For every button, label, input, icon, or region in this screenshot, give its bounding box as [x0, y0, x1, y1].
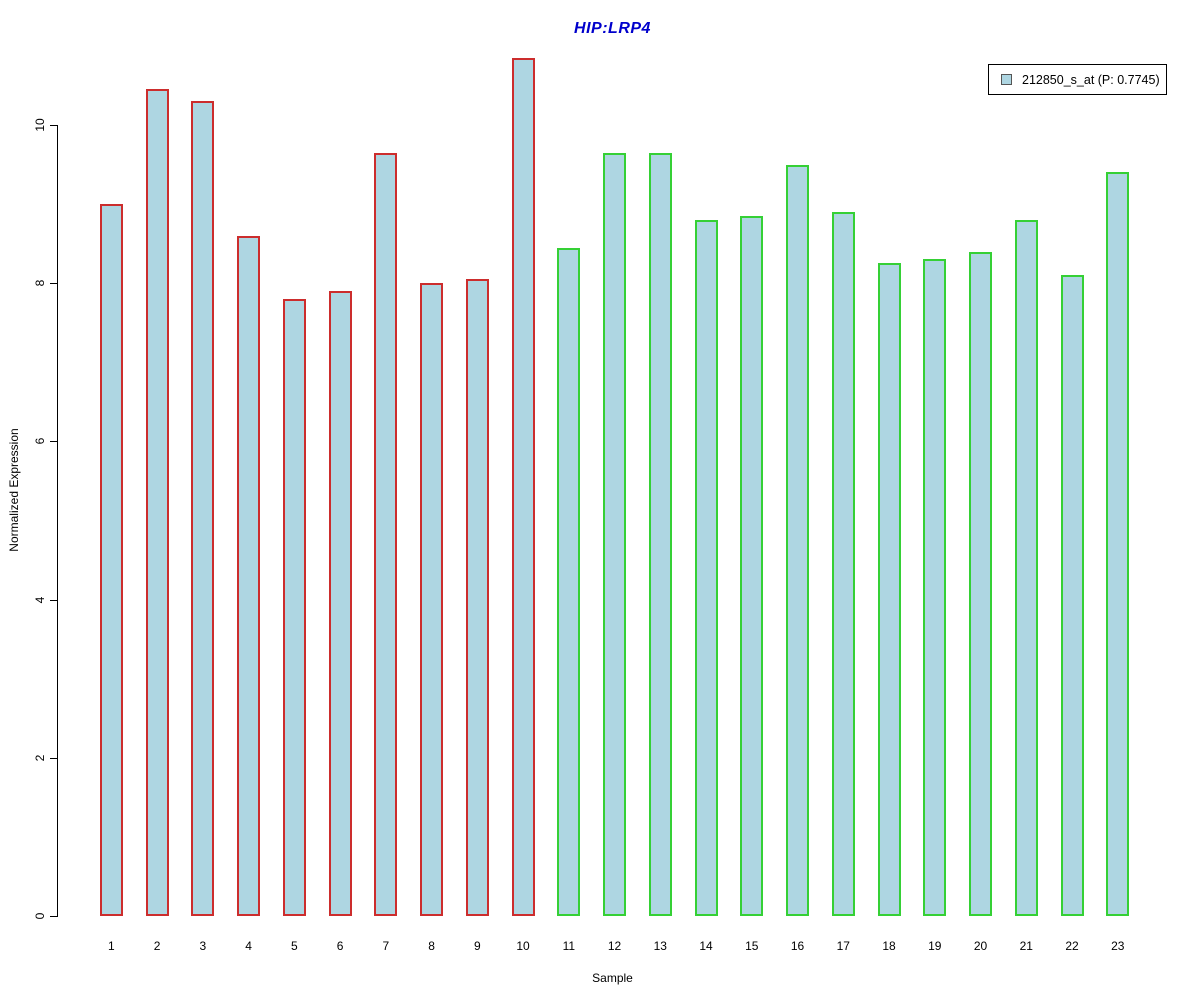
x-tick-label: 10: [516, 939, 530, 953]
x-tick-label: 16: [790, 939, 805, 953]
y-tick-mark: [50, 916, 57, 917]
x-tick-label: 20: [973, 939, 988, 953]
x-axis-title: Sample: [592, 971, 633, 985]
x-tick-label: 6: [336, 939, 344, 953]
bar-sample-21: [1014, 219, 1038, 916]
x-tick-label: 17: [836, 939, 850, 953]
bar-sample-11: [557, 247, 581, 916]
bar-sample-6: [328, 291, 352, 916]
x-tick-label: 13: [653, 939, 667, 953]
bar-sample-4: [237, 235, 261, 916]
bar-sample-22: [1060, 275, 1084, 916]
bar-sample-8: [420, 283, 444, 916]
x-tick-label: 21: [1019, 939, 1033, 953]
y-tick-label: 4: [33, 596, 47, 603]
bar-sample-5: [282, 299, 306, 916]
y-tick-label: 10: [33, 118, 47, 132]
bar-sample-23: [1106, 172, 1130, 916]
bar-sample-19: [923, 259, 947, 916]
y-axis-line: [57, 125, 58, 917]
x-tick-label: 12: [607, 939, 622, 953]
x-tick-label: 7: [382, 939, 390, 953]
x-tick-label: 3: [199, 939, 207, 953]
bar-sample-18: [877, 263, 901, 916]
y-axis-title: Normalized Expression: [7, 428, 21, 552]
bar-sample-15: [740, 215, 764, 916]
bar-sample-9: [465, 279, 489, 916]
y-tick-mark: [50, 757, 57, 759]
x-tick-label: 22: [1065, 939, 1079, 953]
y-tick-label: 8: [33, 279, 47, 287]
x-tick-label: 8: [428, 939, 435, 953]
y-tick-label: 2: [33, 754, 47, 762]
bar-sample-14: [694, 219, 718, 916]
legend-swatch-icon: [1001, 74, 1012, 85]
x-tick-label: 11: [562, 939, 576, 953]
bar-sample-7: [374, 152, 398, 916]
x-tick-label: 2: [153, 939, 161, 953]
bar-sample-10: [511, 57, 535, 916]
bar-sample-20: [969, 251, 993, 916]
chart-title: HIP:LRP4: [574, 20, 651, 37]
y-tick-mark: [50, 599, 57, 601]
bar-sample-1: [99, 204, 123, 916]
x-tick-label: 4: [245, 939, 252, 953]
y-tick-mark: [50, 283, 57, 285]
y-tick-mark: [50, 125, 57, 126]
bar-sample-17: [831, 212, 855, 916]
y-tick-mark: [50, 441, 57, 443]
y-tick-label: 0: [33, 912, 47, 920]
bar-sample-13: [648, 152, 672, 916]
x-tick-label: 23: [1111, 939, 1125, 953]
y-tick-label: 6: [33, 438, 47, 445]
bar-sample-2: [145, 89, 169, 916]
bar-sample-16: [786, 164, 810, 916]
legend: 212850_s_at (P: 0.7745): [988, 64, 1167, 95]
x-tick-label: 1: [107, 939, 115, 953]
legend-label: 212850_s_at (P: 0.7745): [1022, 72, 1160, 87]
x-tick-label: 9: [473, 939, 481, 953]
x-tick-label: 5: [290, 939, 298, 953]
x-tick-label: 14: [699, 939, 713, 953]
x-tick-label: 19: [928, 939, 942, 953]
x-tick-label: 15: [745, 939, 759, 953]
bar-sample-12: [603, 152, 627, 916]
bar-sample-3: [191, 101, 215, 916]
x-tick-label: 18: [882, 939, 896, 953]
